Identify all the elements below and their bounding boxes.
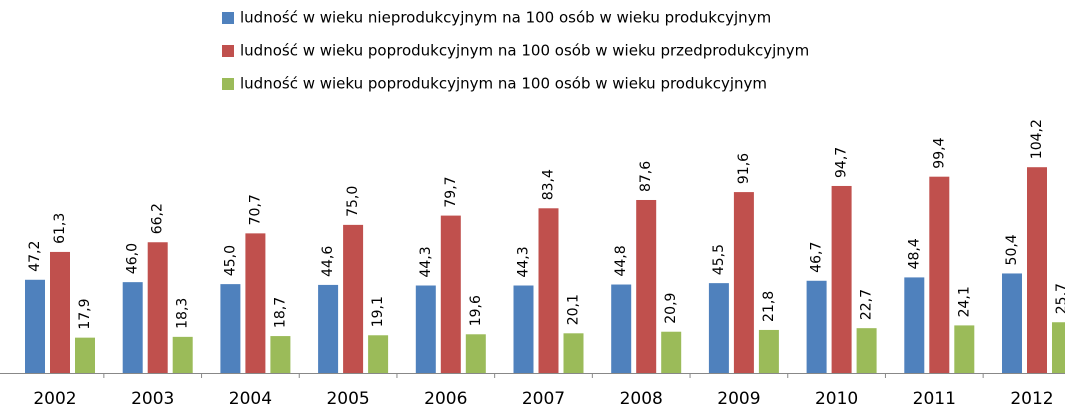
value-label: 19,6: [468, 295, 484, 326]
legend-label: ludność w wieku poprodukcyjnym na 100 os…: [240, 42, 809, 60]
x-tick-label: 2002: [33, 389, 76, 409]
bar: [245, 233, 266, 373]
value-label: 87,6: [638, 161, 654, 192]
value-label: 19,1: [370, 296, 386, 327]
bar: [636, 199, 657, 373]
bar: [538, 208, 559, 373]
x-tick-label: 2009: [717, 389, 760, 409]
legend-swatch: [222, 78, 234, 90]
bar: [831, 185, 852, 373]
x-tick-label: 2012: [1010, 389, 1053, 409]
bar: [75, 337, 95, 373]
bar: [954, 325, 975, 373]
value-label: 75,0: [345, 186, 361, 217]
value-label: 45,0: [222, 245, 238, 276]
value-label: 47,2: [27, 241, 43, 272]
bar: [465, 334, 486, 373]
bar: [758, 329, 779, 373]
value-label: 79,7: [443, 176, 459, 207]
value-label: 50,4: [1004, 234, 1020, 265]
legend-swatch: [222, 45, 234, 57]
value-label: 83,4: [541, 169, 557, 200]
value-label: 21,8: [761, 291, 777, 322]
value-label: 17,9: [77, 298, 93, 329]
value-label: 91,6: [736, 153, 752, 184]
bar: [50, 251, 70, 373]
bar: [1052, 322, 1065, 373]
x-tick-label: 2006: [424, 389, 467, 409]
bar: [343, 224, 364, 373]
bar: [25, 279, 45, 373]
x-tick-label: 2010: [815, 389, 858, 409]
value-label: 66,2: [150, 203, 166, 234]
x-tick-label: 2008: [620, 389, 663, 409]
value-label: 99,4: [931, 137, 947, 168]
value-label: 61,3: [52, 213, 68, 244]
value-label: 45,5: [711, 244, 727, 275]
value-label: 18,3: [175, 298, 191, 329]
bar: [122, 282, 143, 373]
bar: [661, 331, 682, 373]
value-label: 24,1: [956, 286, 972, 317]
bar: [1027, 167, 1047, 373]
value-label: 20,9: [663, 293, 679, 324]
x-tick-label: 2005: [326, 389, 369, 409]
bar: [563, 333, 584, 373]
x-tick-label: 2011: [913, 389, 956, 409]
bar: [172, 336, 193, 373]
value-label: 46,7: [809, 242, 825, 273]
x-tick-label: 2003: [131, 389, 174, 409]
bar: [611, 284, 632, 373]
x-tick-label: 2007: [522, 389, 565, 409]
bar: [513, 285, 534, 373]
bar: [147, 242, 168, 373]
legend-label: ludność w wieku poprodukcyjnym na 100 os…: [240, 75, 767, 93]
value-label: 46,0: [125, 243, 141, 274]
value-label: 44,3: [418, 246, 434, 277]
value-label: 94,7: [834, 147, 850, 178]
value-label: 44,6: [320, 246, 336, 277]
bar: [220, 284, 241, 373]
bar: [318, 284, 339, 373]
legend-swatch: [222, 12, 234, 24]
bar: [904, 277, 925, 373]
bar: [856, 328, 877, 373]
bar: [806, 280, 827, 373]
bar: [1002, 273, 1022, 373]
value-label: 48,4: [906, 238, 922, 269]
value-label: 18,7: [272, 297, 288, 328]
value-label: 70,7: [247, 194, 263, 225]
value-label: 25,7: [1054, 283, 1065, 314]
value-label: 22,7: [859, 289, 875, 320]
value-label: 20,1: [566, 294, 582, 325]
value-label: 44,8: [613, 245, 629, 276]
bar: [929, 176, 950, 373]
legend-label: ludność w wieku nieprodukcyjnym na 100 o…: [240, 9, 771, 27]
bar: [733, 192, 754, 373]
bar: [415, 285, 436, 373]
x-tick-label: 2004: [229, 389, 272, 409]
value-label: 44,3: [516, 246, 532, 277]
bar: [368, 335, 389, 373]
value-label: 104,2: [1029, 119, 1045, 159]
bar: [440, 215, 461, 373]
bar: [270, 336, 291, 373]
bar: [708, 283, 729, 373]
